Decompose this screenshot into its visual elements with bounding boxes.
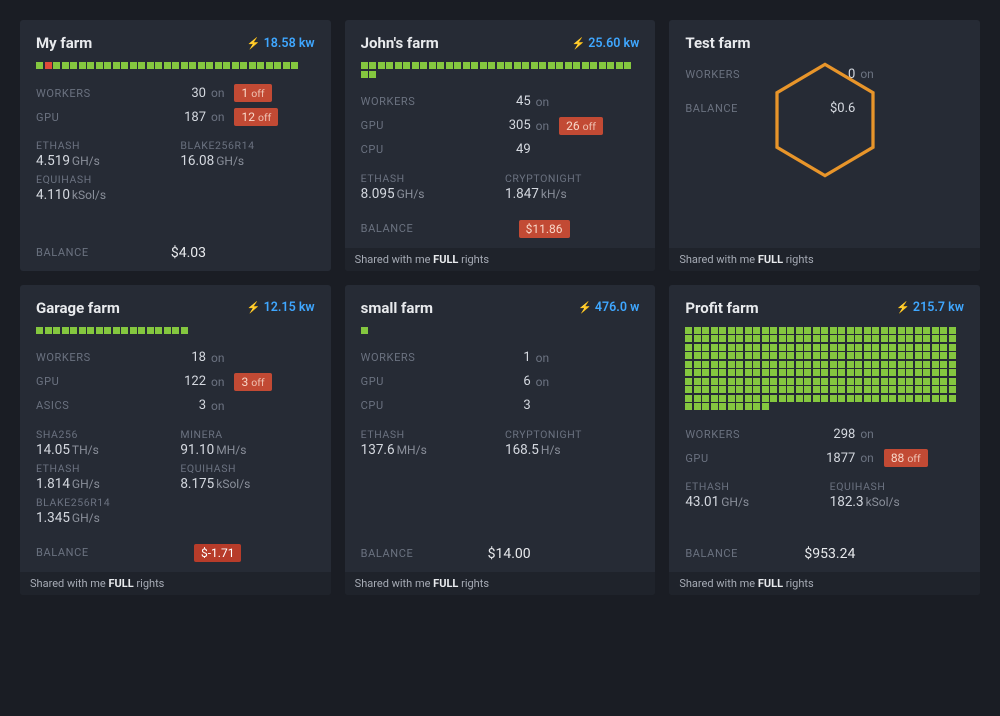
farm-name: small farm — [361, 299, 433, 317]
stat-row-workers: WORKERS 30 on 1off — [36, 81, 315, 105]
hashrate-item: BLAKE256R141.345GH/s — [36, 496, 170, 526]
bolt-icon: ⚡ — [572, 37, 586, 50]
off-badge: 3off — [234, 373, 271, 391]
shared-footer: Shared with me FULL rights — [345, 572, 656, 595]
card-header: Test farm — [685, 34, 964, 52]
off-badge: 26off — [559, 117, 603, 135]
farm-name: My farm — [36, 34, 92, 52]
hashrate-grid: ETHASH8.095GH/s CRYPTONIGHT1.847kH/s — [361, 172, 640, 202]
worker-segment-bar — [685, 327, 964, 411]
balance-row: BALANCE $953.24 — [685, 540, 964, 562]
bolt-icon: ⚡ — [896, 301, 910, 314]
hashrate-item: EQUIHASH8.175kSol/s — [180, 462, 314, 492]
balance-row: BALANCE $4.03 — [36, 239, 315, 261]
balance-badge-negative: $-1.71 — [194, 544, 241, 562]
hashrate-item: ETHASH137.6MH/s — [361, 428, 495, 458]
power-indicator: ⚡25.60 kw — [572, 36, 640, 51]
farm-card-test[interactable]: Test farm WORKERS 0 on BALANCE $0.6 Shar… — [669, 20, 980, 271]
hashrate-grid: SHA25614.05TH/s MINERA91.10MH/s ETHASH1.… — [36, 428, 315, 526]
off-badge: 88off — [884, 449, 928, 467]
hashrate-item: ETHASH4.519GH/s — [36, 139, 170, 169]
hashrate-item: CRYPTONIGHT1.847kH/s — [505, 172, 639, 202]
farm-name: Test farm — [685, 34, 750, 52]
hashrate-item: EQUIHASH4.110kSol/s — [36, 173, 170, 203]
stat-row-gpu: GPU 6 on — [361, 370, 640, 394]
power-indicator: ⚡476.0 w — [578, 300, 639, 315]
worker-segment-bar — [361, 327, 640, 334]
card-header: small farm ⚡476.0 w — [361, 299, 640, 317]
bolt-icon: ⚡ — [578, 301, 592, 314]
hashrate-item: ETHASH43.01GH/s — [685, 480, 819, 510]
farm-grid: My farm ⚡18.58 kw WORKERS 30 on 1off GPU… — [20, 20, 980, 595]
farm-card-john[interactable]: John's farm ⚡25.60 kw WORKERS 45 on GPU … — [345, 20, 656, 271]
shared-footer: Shared with me FULL rights — [669, 248, 980, 271]
hashrate-grid: ETHASH4.519GH/s BLAKE256R1416.08GH/s EQU… — [36, 139, 315, 203]
hashrate-grid: ETHASH43.01GH/s EQUIHASH182.3kSol/s — [685, 480, 964, 510]
farm-card-small[interactable]: small farm ⚡476.0 w WORKERS 1 on GPU 6 o… — [345, 285, 656, 595]
bolt-icon: ⚡ — [247, 301, 261, 314]
shared-footer: Shared with me FULL rights — [669, 572, 980, 595]
worker-segment-bar — [36, 62, 315, 69]
card-header: Garage farm ⚡12.15 kw — [36, 299, 315, 317]
card-header: John's farm ⚡25.60 kw — [361, 34, 640, 52]
stat-row-gpu: GPU 187 on 12off — [36, 105, 315, 129]
hashrate-item: MINERA91.10MH/s — [180, 428, 314, 458]
card-header: Profit farm ⚡215.7 kw — [685, 299, 964, 317]
stat-row-workers: WORKERS 45 on — [361, 90, 640, 114]
balance-row: BALANCE $-1.71 — [36, 538, 315, 562]
farm-card-garage[interactable]: Garage farm ⚡12.15 kw WORKERS 18 on GPU … — [20, 285, 331, 595]
stat-row-gpu: GPU 1877 on 88off — [685, 446, 964, 470]
farm-card-my[interactable]: My farm ⚡18.58 kw WORKERS 30 on 1off GPU… — [20, 20, 331, 271]
off-badge: 12off — [234, 108, 278, 126]
shared-footer: Shared with me FULL rights — [345, 248, 656, 271]
stat-row-workers: WORKERS 298 on — [685, 422, 964, 446]
power-indicator: ⚡12.15 kw — [247, 300, 315, 315]
hashrate-grid: ETHASH137.6MH/s CRYPTONIGHT168.5H/s — [361, 428, 640, 458]
stat-row-cpu: CPU 3 — [361, 394, 640, 418]
power-indicator: ⚡18.58 kw — [247, 36, 315, 51]
hashrate-item: ETHASH8.095GH/s — [361, 172, 495, 202]
hashrate-item: EQUIHASH182.3kSol/s — [830, 480, 964, 510]
hashrate-item: CRYPTONIGHT168.5H/s — [505, 428, 639, 458]
bolt-icon: ⚡ — [247, 37, 261, 50]
shared-footer: Shared with me FULL rights — [20, 572, 331, 595]
stat-row-cpu: CPU 49 — [361, 138, 640, 162]
stat-row-gpu: GPU 305 on 26off — [361, 114, 640, 138]
card-header: My farm ⚡18.58 kw — [36, 34, 315, 52]
hashrate-item: ETHASH1.814GH/s — [36, 462, 170, 492]
stat-row-workers: WORKERS 1 on — [361, 346, 640, 370]
stat-row-workers: WORKERS 18 on — [36, 346, 315, 370]
stat-row-workers: WORKERS 0 on — [685, 62, 964, 86]
farm-name: Profit farm — [685, 299, 758, 317]
balance-row: BALANCE $14.00 — [361, 540, 640, 562]
farm-name: John's farm — [361, 34, 439, 52]
hashrate-item: SHA25614.05TH/s — [36, 428, 170, 458]
farm-card-profit[interactable]: Profit farm ⚡215.7 kw WORKERS 298 on GPU… — [669, 285, 980, 595]
worker-segment-bar — [36, 327, 315, 334]
stat-row-gpu: GPU 122 on 3off — [36, 370, 315, 394]
worker-segment-bar — [361, 62, 640, 78]
farm-name: Garage farm — [36, 299, 120, 317]
balance-row: BALANCE $11.86 — [361, 214, 640, 238]
power-indicator: ⚡215.7 kw — [896, 300, 964, 315]
stat-row-asics: ASICS 3 on — [36, 394, 315, 418]
off-badge: 1off — [234, 84, 271, 102]
hashrate-item: BLAKE256R1416.08GH/s — [180, 139, 314, 169]
stat-row-balance: BALANCE $0.6 — [685, 96, 964, 120]
balance-badge: $11.86 — [519, 220, 570, 238]
